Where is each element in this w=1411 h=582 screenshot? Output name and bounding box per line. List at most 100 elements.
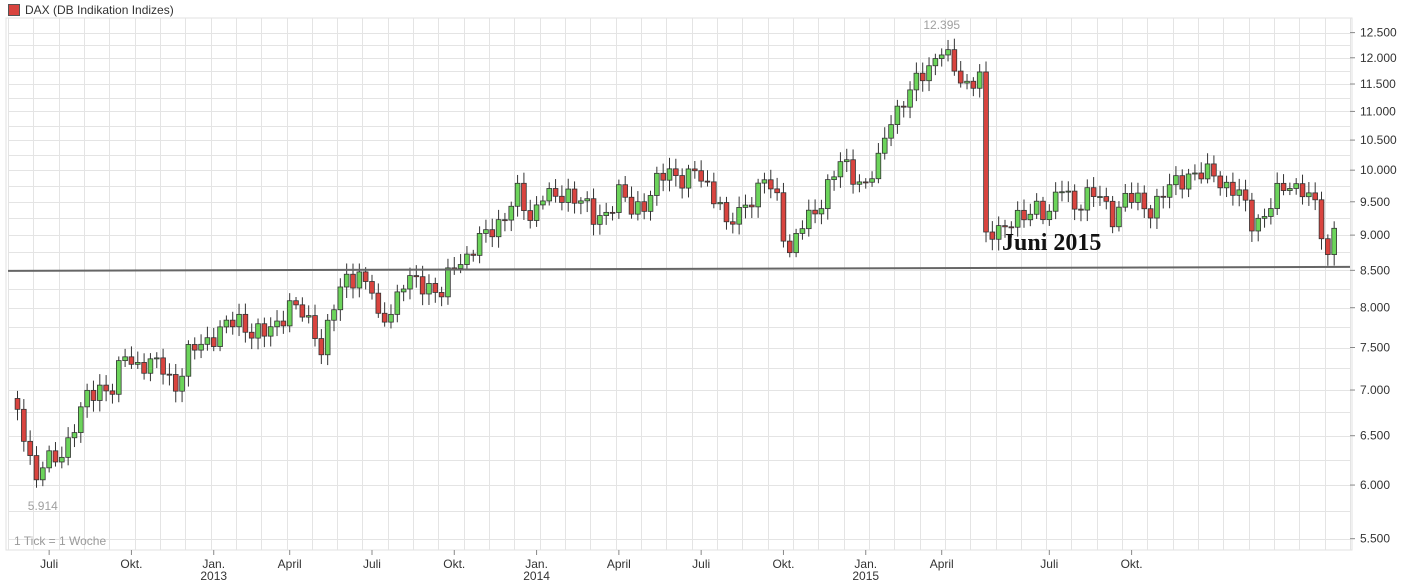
candle-body (217, 326, 223, 347)
candle-body (153, 357, 160, 360)
candle-body (1128, 192, 1135, 203)
candle (210, 327, 217, 352)
candle (267, 317, 274, 347)
candle-body (1306, 192, 1312, 198)
candle (1331, 221, 1337, 266)
candle (97, 374, 103, 412)
candle (679, 168, 685, 199)
candle-body (502, 219, 508, 222)
candle-body (97, 384, 103, 401)
candle (438, 286, 445, 307)
candle-body (1261, 216, 1268, 219)
candle (198, 334, 204, 359)
candle (787, 234, 793, 258)
candle (514, 174, 521, 217)
y-tick-label: 7.000 (1360, 383, 1390, 397)
candle-body (964, 80, 970, 84)
candle-body (641, 201, 647, 212)
candle-body (457, 264, 464, 269)
candle (793, 228, 799, 258)
candle-body (812, 209, 818, 215)
candle-body (33, 455, 40, 481)
y-tick-label: 6.000 (1360, 478, 1390, 492)
candle (1179, 169, 1186, 199)
candle (850, 149, 856, 194)
candle (666, 157, 673, 192)
candle-body (78, 406, 84, 433)
candle-body (52, 450, 59, 463)
candle-body (116, 360, 122, 395)
candle-body (521, 182, 527, 212)
support-line (7, 265, 1351, 272)
candle (768, 169, 774, 199)
candle-body (1154, 195, 1160, 219)
annotation-june-2015: Juni 2015 (1002, 230, 1102, 256)
candle (1122, 183, 1129, 212)
candle-body (660, 172, 666, 181)
candle (995, 216, 1002, 251)
candle-body (337, 286, 344, 311)
candle (1274, 172, 1280, 215)
y-axis: 5.500 6.000 6.500 7.000 7.500 8.000 8.500 9.000… (1350, 26, 1397, 546)
candle-body (793, 233, 799, 254)
x-tick-label: April (278, 557, 302, 571)
candle-body (299, 304, 306, 318)
candle (622, 175, 628, 202)
candle (749, 197, 755, 219)
candle-body (565, 188, 571, 203)
candle (635, 191, 641, 221)
candle (280, 310, 287, 334)
candle (1078, 204, 1084, 222)
candle (1052, 182, 1059, 220)
candle (1008, 221, 1015, 238)
candle (1097, 185, 1103, 206)
candle (641, 193, 647, 220)
candle-body (1116, 206, 1122, 228)
candle-body (204, 337, 211, 345)
candle-body (1280, 182, 1287, 191)
candle-body (919, 72, 926, 82)
candles (14, 38, 1337, 488)
candle (1293, 178, 1299, 195)
candle (305, 305, 312, 324)
candle (65, 427, 71, 466)
candle (236, 303, 242, 337)
candle-body (685, 168, 692, 189)
plot-background (5, 17, 1353, 551)
x-tick-label: April (607, 557, 631, 571)
candle (324, 313, 331, 366)
candle (1261, 208, 1268, 228)
candle (824, 174, 831, 220)
candle-body (995, 225, 1002, 240)
candle-body (476, 233, 483, 256)
candle (900, 101, 907, 118)
candle-body (191, 344, 198, 351)
candle (964, 74, 970, 90)
candle-body (1052, 191, 1059, 212)
candle-body (704, 180, 711, 183)
x-tick-label: Juli (692, 557, 710, 571)
candle (255, 318, 261, 350)
candle (546, 182, 553, 206)
candle-body (470, 253, 477, 256)
candle-body (242, 313, 249, 333)
candle-body (122, 356, 128, 362)
y-tick-label: 10.000 (1360, 163, 1397, 177)
candle (597, 204, 603, 235)
candle-body (1071, 190, 1078, 210)
x-tick-label: Jan. (854, 557, 877, 571)
candle-body (1249, 199, 1255, 232)
candle-body (527, 210, 534, 221)
candle-body (666, 168, 673, 181)
candle (1002, 219, 1008, 238)
candle-body (983, 71, 989, 233)
candle-body (1325, 238, 1331, 255)
candle-body (1033, 200, 1040, 215)
candle-body (654, 172, 660, 196)
candle-body (609, 211, 616, 214)
candle (698, 160, 704, 188)
candle-body (388, 313, 394, 323)
candle-body (1135, 192, 1141, 203)
candle-body (1293, 183, 1299, 189)
